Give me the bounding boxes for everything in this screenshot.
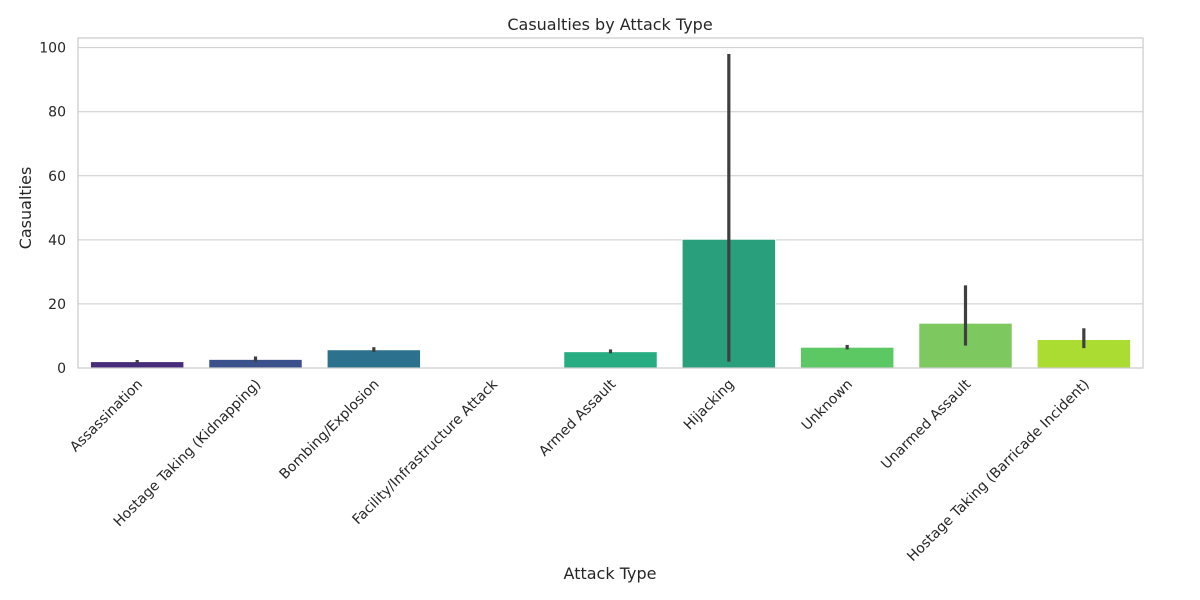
- x-tick-label: Bombing/Explosion: [276, 377, 382, 483]
- x-axis-title: Attack Type: [564, 564, 657, 583]
- y-tick-label: 60: [48, 169, 66, 185]
- chart-title: Casualties by Attack Type: [507, 15, 712, 34]
- y-tick-label: 20: [48, 297, 66, 313]
- x-tick-label: Assassination: [67, 377, 146, 456]
- y-tick-label: 0: [57, 361, 66, 377]
- x-tick-label: Unknown: [799, 377, 856, 434]
- y-tick-label: 100: [39, 41, 66, 57]
- x-tick-label: Hijacking: [681, 377, 738, 434]
- x-tick-label: Unarmed Assault: [878, 376, 974, 472]
- error-bars: [135, 54, 1086, 364]
- x-tick-label: Armed Assault: [536, 376, 620, 460]
- x-tick-label: Hostage Taking (Barricade Incident): [904, 377, 1092, 565]
- gridlines: [78, 47, 1143, 369]
- bar: [326, 349, 422, 369]
- y-axis-title: Casualties: [16, 167, 35, 250]
- x-tick-label: Facility/Infrastructure Attack: [350, 376, 502, 528]
- y-tick-labels: 0 20 40 60 80 100: [39, 41, 66, 377]
- y-tick-label: 40: [48, 233, 66, 249]
- plot-frame: [77, 37, 1144, 369]
- bar: [563, 351, 658, 369]
- y-tick-label: 80: [48, 105, 66, 121]
- bar: [799, 346, 895, 369]
